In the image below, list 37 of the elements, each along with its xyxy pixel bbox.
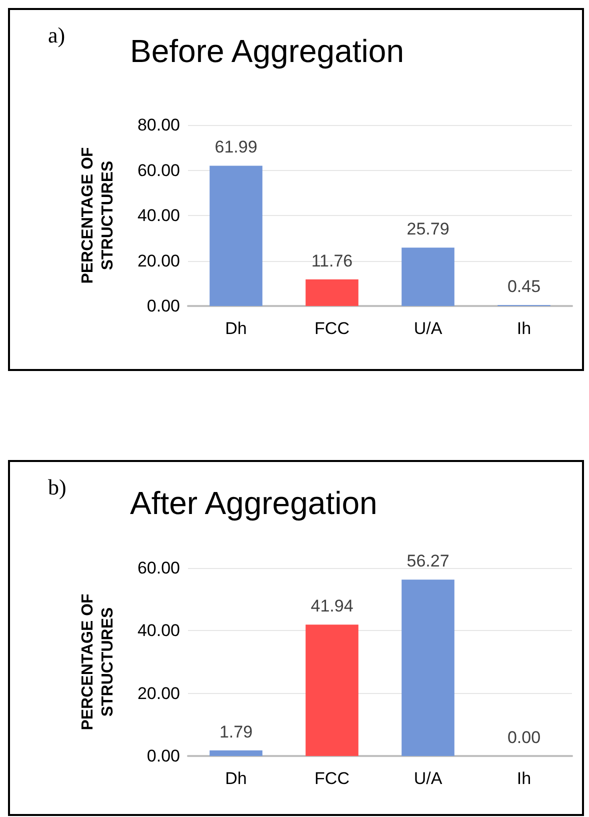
y-tick-label: 0.00 [146, 746, 180, 766]
chart-title: After Aggregation [130, 485, 378, 521]
data-label: 0.00 [507, 728, 541, 747]
x-tick-label: U/A [414, 769, 443, 788]
data-label: 61.99 [214, 138, 258, 157]
bar [210, 750, 262, 756]
y-tick-label: 40.00 [137, 206, 180, 225]
y-tick-label: 60.00 [137, 160, 180, 180]
bar [306, 279, 358, 306]
data-label: 0.45 [507, 276, 541, 296]
data-label: 1.79 [219, 722, 253, 742]
y-tick-label: 0.00 [146, 296, 180, 316]
x-tick-label: U/A [414, 319, 443, 338]
bar [402, 248, 454, 306]
y-axis-title: PERCENTAGE OF STRUCTURES [80, 593, 116, 730]
data-label: 41.94 [310, 596, 354, 616]
x-tick-label: FCC [314, 769, 350, 788]
y-tick-label: 60.00 [137, 558, 180, 578]
y-tick-label: 20.00 [137, 251, 180, 270]
y-axis-title: PERCENTAGE OF STRUCTURES [80, 146, 116, 284]
y-tick-label: 40.00 [137, 621, 180, 640]
x-tick-label: Dh [225, 769, 247, 788]
data-label: 11.76 [311, 251, 353, 270]
data-label: 25.79 [406, 220, 450, 239]
x-tick-label: Ih [516, 769, 532, 788]
x-tick-label: FCC [314, 319, 350, 338]
x-tick-label: Ih [516, 319, 532, 338]
x-tick-label: Dh [225, 319, 247, 338]
text: b) [48, 474, 66, 500]
text: a) [48, 22, 66, 48]
bar [306, 624, 358, 756]
bar [210, 166, 262, 306]
y-tick-label: 20.00 [137, 684, 180, 703]
bar [402, 580, 454, 756]
chart-title: Before Aggregation [130, 33, 404, 69]
data-label: 56.27 [406, 552, 450, 571]
y-tick-label: 80.00 [137, 116, 180, 134]
